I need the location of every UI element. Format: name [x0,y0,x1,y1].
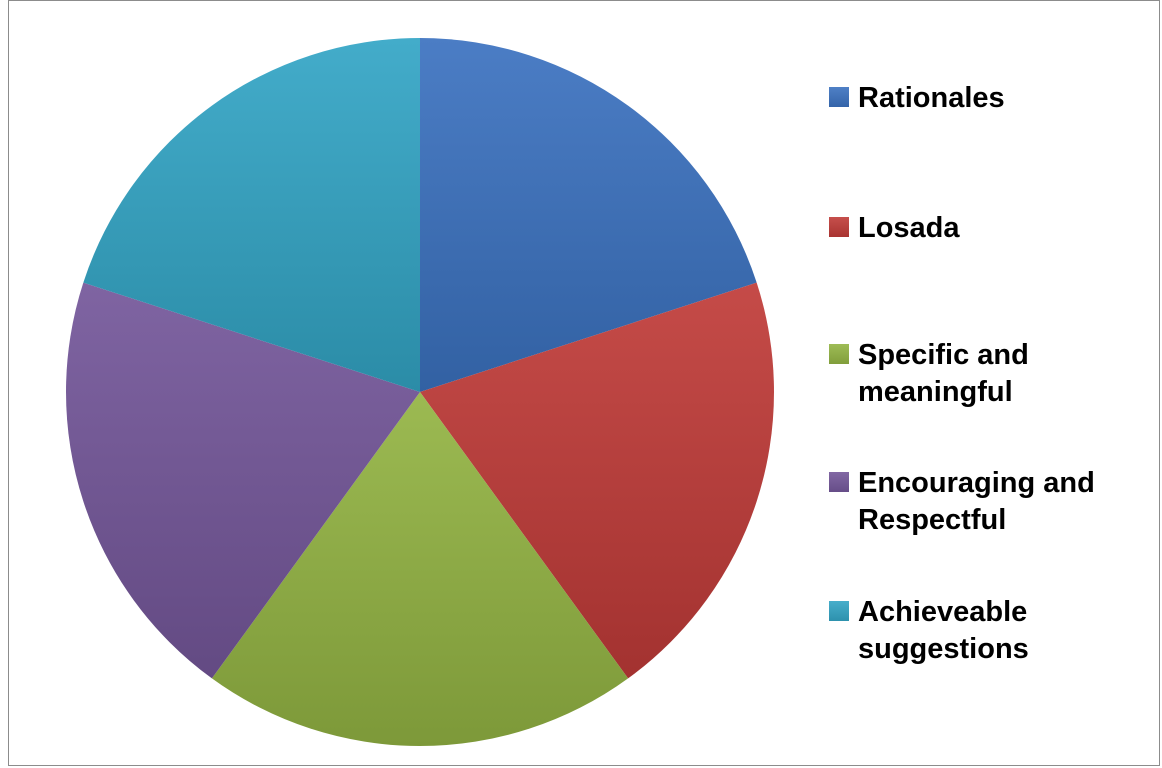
legend-swatch-encouraging-and-respectful [829,472,849,492]
legend-label-losada: Losada [858,210,1108,247]
legend-label-specific-and-meaningful: Specific and meaningful [858,337,1058,411]
legend-label-encouraging-and-respectful: Encouraging and Respectful [858,465,1138,539]
legend-item-encouraging-and-respectful: Encouraging and Respectful [829,465,1138,539]
legend-swatch-losada [829,217,849,237]
pie-slices [66,38,774,746]
legend-item-specific-and-meaningful: Specific and meaningful [829,337,1058,411]
legend-item-achieveable-suggestions: Achieveable suggestions [829,594,1058,668]
legend-swatch-achieveable-suggestions [829,601,849,621]
legend-item-losada: Losada [829,210,1108,247]
legend-swatch-specific-and-meaningful [829,344,849,364]
legend-item-rationales: Rationales [829,80,1108,117]
legend-swatch-rationales [829,87,849,107]
legend-label-rationales: Rationales [858,80,1108,117]
legend-label-achieveable-suggestions: Achieveable suggestions [858,594,1058,668]
